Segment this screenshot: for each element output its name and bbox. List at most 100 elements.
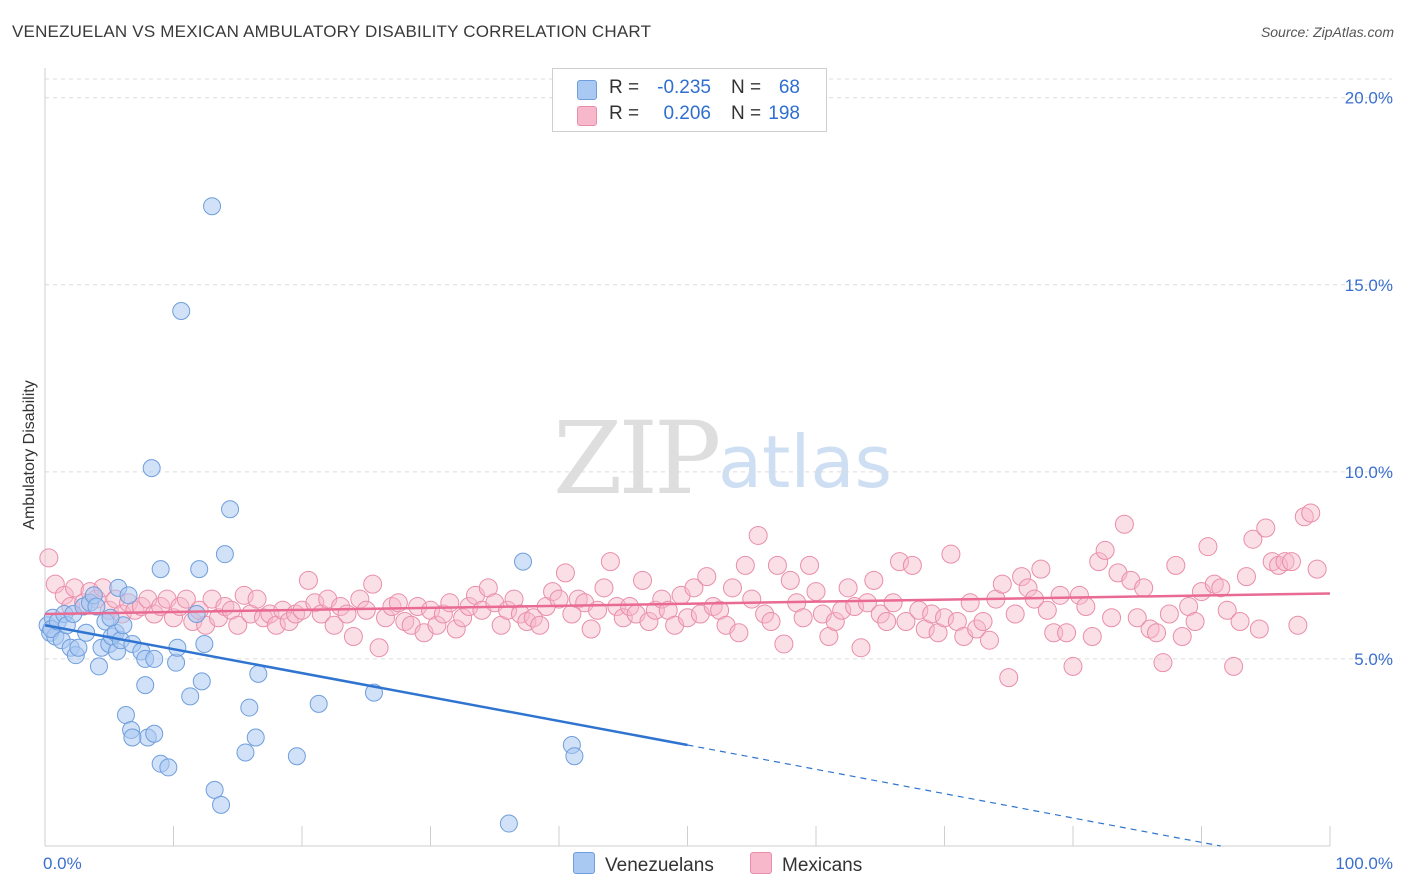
mexican-point: [1172, 626, 1192, 646]
venezuelan-point: [187, 605, 206, 624]
y-tick-label: 20.0%: [1345, 89, 1393, 108]
mexican-point: [453, 608, 473, 628]
mexican-point: [1249, 619, 1269, 639]
venezuelan-point: [565, 747, 584, 766]
venezuelan-point: [151, 560, 170, 579]
venezuelan-point: [192, 672, 211, 691]
venezuelan-points: [38, 197, 584, 833]
mexican-point: [1236, 567, 1256, 587]
mexican-point: [851, 638, 871, 658]
mexican-point: [838, 578, 858, 598]
venezuelan-point: [221, 500, 240, 519]
mexican-point: [517, 612, 537, 632]
mexican-point: [979, 630, 999, 650]
venezuelan-point: [212, 795, 231, 814]
venezuelan-swatch: [577, 80, 597, 100]
venezuelan-point: [215, 545, 234, 564]
venezuelan-point: [246, 728, 265, 747]
mexican-point: [1037, 600, 1057, 620]
mexican-point: [896, 612, 916, 632]
y-tick-label: 10.0%: [1345, 463, 1393, 482]
venezuelan-point: [240, 698, 259, 717]
mexican-point: [960, 593, 980, 613]
venezuelan-point: [236, 743, 255, 762]
mexican-trend-line: [44, 592, 1331, 616]
venezuelan-point: [514, 552, 533, 571]
mexican-point: [909, 600, 929, 620]
mexican-point: [748, 525, 768, 545]
mexican-point: [382, 597, 402, 617]
mexican-point: [684, 578, 704, 598]
mexican-point: [1012, 567, 1032, 587]
mexican-point: [1185, 612, 1205, 632]
mexican-point: [722, 578, 742, 598]
mexican-point: [941, 544, 961, 564]
axis-labels: 5.0% 10.0% 15.0% 20.0% 0.0% 100.0% Ambulatory …: [21, 89, 1393, 873]
mexican-point: [1281, 552, 1301, 572]
venezuelan-point: [145, 724, 164, 743]
mexican-point: [54, 585, 74, 605]
mexican-point: [774, 634, 794, 654]
legend-n-value: 198: [768, 103, 800, 124]
mexican-point: [549, 589, 569, 609]
mexican-point: [1275, 552, 1295, 572]
mexican-point: [1018, 578, 1038, 598]
mexican-point: [228, 615, 248, 635]
venezuelan-trend-extension: [687, 744, 1221, 847]
mexican-point: [543, 582, 563, 602]
mexican-point: [1147, 623, 1167, 643]
mexican-point: [600, 552, 620, 572]
mexican-point: [523, 608, 543, 628]
chart-title: VENEZUELAN VS MEXICAN AMBULATORY DISABIL…: [12, 22, 652, 41]
venezuelan-point: [205, 780, 224, 799]
mexican-point: [1211, 578, 1231, 598]
mexican-point: [1127, 608, 1147, 628]
venezuelan-point: [119, 586, 138, 605]
mexican-point: [973, 612, 993, 632]
venezuelan-point: [145, 649, 164, 668]
venezuelan-point: [287, 747, 306, 766]
mexican-point: [65, 578, 85, 598]
mexican-point: [1082, 626, 1102, 646]
bottom-legend-venezuelans: Venezuelans: [573, 852, 714, 877]
venezuelan-legend-swatch: [573, 852, 595, 874]
legend-r-value: 0.206: [663, 103, 711, 124]
y-axis-title: Ambulatory Disability: [21, 380, 38, 529]
watermark-atlas: atlas: [718, 420, 892, 504]
x-tick-label-max: 100.0%: [1335, 854, 1393, 873]
mexican-point: [1134, 578, 1154, 598]
mexican-point: [1095, 540, 1115, 560]
trend-lines: [44, 592, 1331, 847]
mexicans-label: Mexicans: [782, 855, 863, 876]
mexican-point: [1288, 615, 1308, 635]
mexican-point: [1198, 537, 1218, 557]
mexican-point: [639, 612, 659, 632]
mexican-point: [678, 608, 697, 628]
venezuelan-point: [499, 814, 518, 833]
mexican-point: [247, 589, 267, 609]
mexican-point: [755, 604, 775, 624]
axes: [44, 68, 1331, 847]
mexican-point: [1224, 656, 1244, 676]
venezuelan-point: [190, 560, 209, 579]
mexican-point: [825, 612, 845, 632]
mexican-point: [279, 612, 299, 632]
mexican-point: [1089, 552, 1109, 572]
mexican-point: [1140, 619, 1160, 639]
correlation-legend: R = -0.235 N = 68 R = 0.206 N = 198: [552, 68, 827, 132]
mexican-point: [176, 589, 196, 609]
mexican-point: [735, 555, 755, 575]
y-tick-label: 15.0%: [1345, 276, 1393, 295]
mexican-point: [922, 604, 942, 624]
mexican-point: [568, 589, 588, 609]
mexican-point: [1057, 623, 1077, 643]
mexican-point: [1031, 559, 1051, 579]
venezuelan-point: [116, 706, 135, 725]
mexican-point: [1217, 600, 1237, 620]
mexican-point: [395, 612, 415, 632]
venezuelan-trend-line: [44, 624, 688, 747]
mexican-point: [742, 589, 762, 609]
mexican-point: [594, 578, 614, 598]
mexican-legend-swatch: [750, 852, 772, 874]
